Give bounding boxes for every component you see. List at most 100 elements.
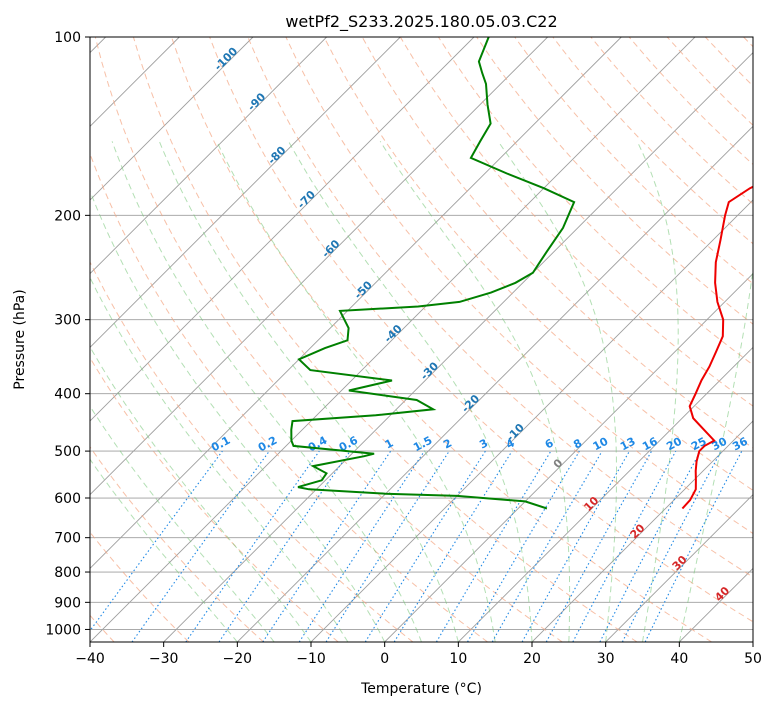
dry-adiabat [743,37,753,48]
mixing-ratio-label: 30 [710,435,730,454]
mixing-ratio-label: 20 [664,434,684,453]
plot-area: -100-90-80-70-60-50-40-30-20-10010203040… [90,37,753,642]
x-tick-label: 30 [597,651,615,667]
y-axis-ticks: 1000 900 800 700 600 500 400 300 200 100 [45,30,90,638]
y-tick-label: 100 [54,30,81,46]
dry-adiabat [90,531,190,642]
dry-adiabat [90,260,414,642]
isotherm-label: -20 [459,392,482,415]
x-tick-label: −10 [296,651,326,667]
moist-adiabat [90,458,238,642]
x-tick-label: −40 [75,651,105,667]
y-tick-label: 700 [54,531,81,547]
dry-adiabat [132,37,638,642]
moist-adiabat [379,141,571,642]
mixing-ratio-line [435,450,552,642]
x-tick-label: 10 [449,651,467,667]
mixing-ratio-line [325,450,450,642]
mixing-ratio-line [364,450,486,642]
moist-adiabat [497,141,617,642]
dry-adiabat [209,37,753,623]
mixing-ratio-line [218,450,351,642]
y-tick-label: 900 [54,595,81,611]
y-tick-label: 400 [54,387,81,403]
y-axis-title: Pressure (hPa) [12,289,28,389]
isotherm-label: -70 [295,188,318,211]
isotherm-line [679,567,753,642]
dry-adiabat [90,356,339,642]
moist-adiabat-lines [90,141,753,642]
y-tick-label: 300 [54,313,81,329]
dry-adiabat [323,37,753,491]
dry-adiabat [704,37,753,87]
moist-adiabat [90,405,275,642]
mixing-ratio-label: 36 [730,435,750,454]
mixing-ratio-line [393,450,513,642]
y-tick-label: 600 [54,491,81,507]
mixing-ratio-label: 10 [591,434,611,453]
mixing-ratio-lines [90,450,743,642]
isotherm-line [90,37,475,422]
isotherm-line [531,420,753,642]
x-tick-label: 40 [670,651,688,667]
mixing-ratio-line [262,450,392,642]
isotherm-label-warm: 10 [581,494,601,514]
isotherm-line [237,125,753,642]
x-axis-title: Temperature (°C) [360,681,482,697]
moist-adiabat [216,141,496,642]
mixing-ratio-line [90,450,223,632]
isotherm-label: -40 [382,322,405,345]
dry-adiabat [514,37,753,285]
isotherm-line [90,37,327,275]
chart-title: wetPf2_S233.2025.180.05.03.C22 [285,12,557,32]
mixing-ratio-label: 25 [689,435,709,454]
y-tick-label: 500 [54,444,81,460]
mixing-ratio-label: 2 [441,436,454,451]
isotherm-line [90,37,401,348]
mixing-ratio-line [521,450,630,642]
dry-adiabat [94,37,563,642]
dry-adiabat [552,37,753,245]
y-tick-label: 800 [54,565,81,581]
isotherm-line [310,199,753,642]
moist-adiabat [288,141,533,642]
mixing-ratio-label: 6 [543,436,556,451]
isotherm-line [384,273,753,642]
dry-adiabat [171,37,712,642]
isotherm-line [90,37,622,569]
mixing-ratio-label: 16 [640,435,660,454]
dry-adiabat-lines [90,37,753,642]
isotherm-label: -90 [245,90,268,113]
isotherm-line [90,37,548,496]
moist-adiabat [636,141,679,642]
mixing-ratio-line [644,450,743,642]
isotherm-label-warm: 20 [628,521,648,541]
dry-adiabat [90,446,264,642]
dry-adiabat [590,37,753,205]
mixing-ratio-line [298,450,425,642]
dry-adiabat [247,37,753,578]
x-tick-label: 20 [523,651,541,667]
mixing-ratio-line [467,450,580,642]
x-axis-ticks: −40 −30 −20 −10 0 10 20 30 40 50 [75,642,762,667]
isotherm-line [752,641,753,642]
isotherm-line [458,346,753,642]
x-tick-label: 0 [380,651,389,667]
isotherm-label: -100 [212,44,241,73]
x-tick-label: 50 [744,651,762,667]
isotherm-label-warm: 40 [712,584,732,604]
mixing-ratio-line [572,450,677,642]
moist-adiabat [90,345,312,642]
dewpoint-profile-line [290,37,576,510]
mixing-ratio-line [131,450,270,642]
x-tick-label: −20 [223,651,253,667]
isotherm-line [605,494,753,642]
moist-adiabat [678,265,753,642]
mixing-ratio-line [545,450,653,642]
dry-adiabat [90,152,488,642]
isotherm-line [90,37,254,201]
dry-adiabat [285,37,753,535]
temperature-profile-line [681,185,753,510]
moist-adiabat [90,189,386,642]
